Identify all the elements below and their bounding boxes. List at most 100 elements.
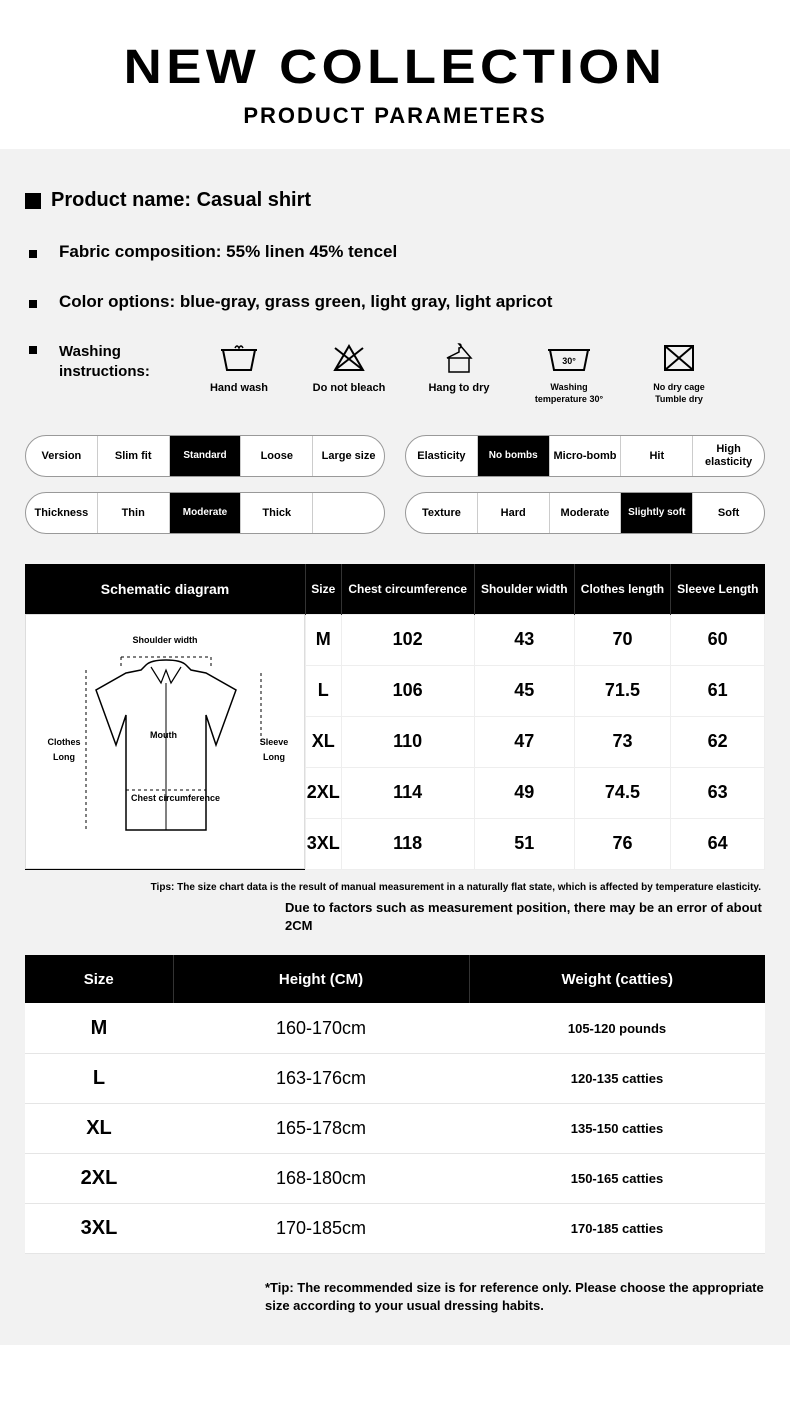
table-row: M160-170cm105-120 pounds [25, 1003, 765, 1053]
rec-cell: M [25, 1003, 173, 1053]
size-cell: 51 [474, 818, 574, 869]
selector-label: Version [26, 436, 98, 476]
size-cell: 60 [671, 614, 765, 665]
selector-label: Elasticity [406, 436, 478, 476]
selector-option[interactable]: No bombs [478, 436, 550, 476]
no-bleach-icon: Do not bleach [309, 342, 389, 405]
selector-option[interactable]: Moderate [170, 493, 242, 533]
selector-label: Thickness [26, 493, 98, 533]
table-row: L163-176cm120-135 catties [25, 1053, 765, 1103]
sleeve-long-label: Sleeve Long [254, 735, 294, 764]
table-row: 2XL1144974.563 [306, 767, 765, 818]
schematic-col: Schematic diagram Shoulder width [25, 564, 305, 870]
selector-option[interactable]: High elasticity [693, 436, 764, 476]
colors-text: Color options: blue-gray, grass green, l… [59, 292, 552, 312]
wash-label-text: Washing temperature 30° [529, 382, 609, 405]
size-cell: 64 [671, 818, 765, 869]
selector-option[interactable]: Thin [98, 493, 170, 533]
selector-option[interactable]: Thick [241, 493, 313, 533]
size-cell: 114 [341, 767, 474, 818]
selector-option[interactable]: Hit [621, 436, 693, 476]
size-cell: M [306, 614, 342, 665]
fabric-text: Fabric composition: 55% linen 45% tencel [59, 242, 397, 262]
chest-label: Chest circumference [131, 793, 220, 803]
schematic-title: Schematic diagram [25, 564, 305, 614]
main-title: NEW COLLECTION [0, 40, 790, 95]
selector-option[interactable]: Soft [693, 493, 764, 533]
wash-label-text: Hand wash [199, 382, 279, 394]
table-row: M102437060 [306, 614, 765, 665]
no-tumble-icon: No dry cage Tumble dry [639, 342, 719, 405]
schematic-diagram: Shoulder width Mouth [25, 614, 305, 869]
size-header-cell: Sleeve Length [671, 564, 765, 614]
colors-row: Color options: blue-gray, grass green, l… [25, 292, 765, 312]
tip-text-2: Due to factors such as measurement posit… [285, 899, 765, 935]
size-header-row: SizeChest circumferenceShoulder widthClo… [306, 564, 765, 614]
clothes-long-label: Clothes Long [44, 735, 84, 764]
selector-option[interactable]: Loose [241, 436, 313, 476]
rec-cell: L [25, 1053, 173, 1103]
size-cell: 102 [341, 614, 474, 665]
header: NEW COLLECTION PRODUCT PARAMETERS [0, 0, 790, 149]
texture-selector: TextureHardModerateSlightly softSoft [405, 492, 765, 534]
tip-text-3: *Tip: The recommended size is for refere… [265, 1279, 765, 1315]
rec-header-cell: Weight (catties) [469, 955, 765, 1003]
wash-label-text: Hang to dry [419, 382, 499, 394]
rec-cell: 170-185 catties [469, 1203, 765, 1253]
size-data-table: SizeChest circumferenceShoulder widthClo… [305, 564, 765, 870]
bullet-icon [29, 346, 37, 354]
selector-option[interactable]: Slim fit [98, 436, 170, 476]
product-name-row: Product name: Casual shirt [25, 189, 765, 212]
mouth-label: Mouth [150, 730, 177, 740]
size-cell: 61 [671, 665, 765, 716]
selector-option[interactable]: Slightly soft [621, 493, 693, 533]
size-cell: 74.5 [574, 767, 670, 818]
rec-cell: 150-165 catties [469, 1153, 765, 1203]
size-header-cell: Shoulder width [474, 564, 574, 614]
selector-option[interactable]: Micro-bomb [550, 436, 622, 476]
selector-option[interactable]: Large size [313, 436, 384, 476]
size-cell: 43 [474, 614, 574, 665]
size-cell: 3XL [306, 818, 342, 869]
content: Product name: Casual shirt Fabric compos… [0, 149, 790, 1345]
wash-label-text: Do not bleach [309, 382, 389, 394]
table-row: L1064571.561 [306, 665, 765, 716]
size-cell: 118 [341, 818, 474, 869]
svg-text:30°: 30° [562, 356, 576, 366]
rec-cell: 160-170cm [173, 1003, 469, 1053]
size-cell: 63 [671, 767, 765, 818]
hand-wash-icon: Hand wash [199, 342, 279, 405]
size-cell: L [306, 665, 342, 716]
selector-row-2: ThicknessThinModerateThick TextureHardMo… [25, 492, 765, 534]
rec-cell: 163-176cm [173, 1053, 469, 1103]
rec-cell: 120-135 catties [469, 1053, 765, 1103]
rec-cell: 105-120 pounds [469, 1003, 765, 1053]
selector-option[interactable] [313, 493, 384, 533]
recommendation-table: SizeHeight (CM)Weight (catties) M160-170… [25, 955, 765, 1254]
rec-header-cell: Size [25, 955, 173, 1003]
size-cell: 2XL [306, 767, 342, 818]
selector-option[interactable]: Moderate [550, 493, 622, 533]
rec-cell: 170-185cm [173, 1203, 469, 1253]
wash-label-text: No dry cage Tumble dry [639, 382, 719, 405]
temp-30-icon: 30° Washing temperature 30° [529, 342, 609, 405]
selector-label: Texture [406, 493, 478, 533]
rec-header-row: SizeHeight (CM)Weight (catties) [25, 955, 765, 1003]
size-cell: 49 [474, 767, 574, 818]
table-row: 2XL168-180cm150-165 catties [25, 1153, 765, 1203]
size-cell: 73 [574, 716, 670, 767]
size-cell: 106 [341, 665, 474, 716]
size-header-cell: Chest circumference [341, 564, 474, 614]
bullet-icon [29, 300, 37, 308]
product-name: Product name: Casual shirt [51, 189, 311, 212]
rec-cell: 135-150 catties [469, 1103, 765, 1153]
rec-cell: 168-180cm [173, 1153, 469, 1203]
table-row: XL165-178cm135-150 catties [25, 1103, 765, 1153]
selector-row-1: VersionSlim fitStandardLooseLarge size E… [25, 435, 765, 477]
rec-cell: XL [25, 1103, 173, 1153]
rec-cell: 3XL [25, 1203, 173, 1253]
size-cell: 62 [671, 716, 765, 767]
version-selector: VersionSlim fitStandardLooseLarge size [25, 435, 385, 477]
selector-option[interactable]: Standard [170, 436, 242, 476]
selector-option[interactable]: Hard [478, 493, 550, 533]
